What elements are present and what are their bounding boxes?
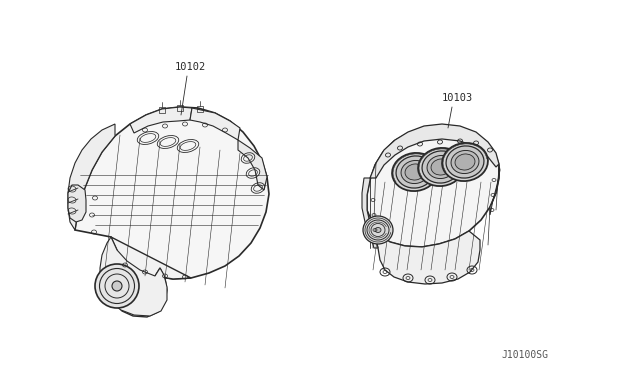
Ellipse shape bbox=[431, 159, 451, 175]
Polygon shape bbox=[130, 107, 192, 133]
Polygon shape bbox=[190, 108, 240, 140]
Text: J10100SG: J10100SG bbox=[501, 350, 548, 360]
Polygon shape bbox=[490, 165, 500, 215]
Ellipse shape bbox=[422, 151, 460, 183]
Ellipse shape bbox=[442, 143, 488, 181]
Text: 10102: 10102 bbox=[175, 62, 206, 72]
Ellipse shape bbox=[401, 160, 429, 183]
Polygon shape bbox=[367, 125, 499, 247]
Ellipse shape bbox=[405, 164, 425, 180]
Ellipse shape bbox=[451, 150, 479, 174]
Ellipse shape bbox=[455, 154, 475, 170]
Polygon shape bbox=[68, 185, 86, 222]
Polygon shape bbox=[75, 107, 269, 279]
Text: 10103: 10103 bbox=[442, 93, 473, 103]
Ellipse shape bbox=[112, 281, 122, 291]
Polygon shape bbox=[238, 140, 267, 190]
Polygon shape bbox=[370, 124, 499, 178]
Ellipse shape bbox=[363, 216, 393, 244]
Ellipse shape bbox=[392, 153, 438, 191]
Polygon shape bbox=[367, 210, 480, 284]
Ellipse shape bbox=[396, 156, 434, 188]
Polygon shape bbox=[111, 237, 191, 317]
Polygon shape bbox=[68, 124, 115, 230]
Ellipse shape bbox=[418, 148, 464, 186]
Polygon shape bbox=[362, 178, 378, 248]
Ellipse shape bbox=[427, 155, 455, 179]
Ellipse shape bbox=[375, 228, 381, 232]
Polygon shape bbox=[100, 237, 167, 316]
Ellipse shape bbox=[95, 264, 139, 308]
Ellipse shape bbox=[446, 146, 484, 178]
